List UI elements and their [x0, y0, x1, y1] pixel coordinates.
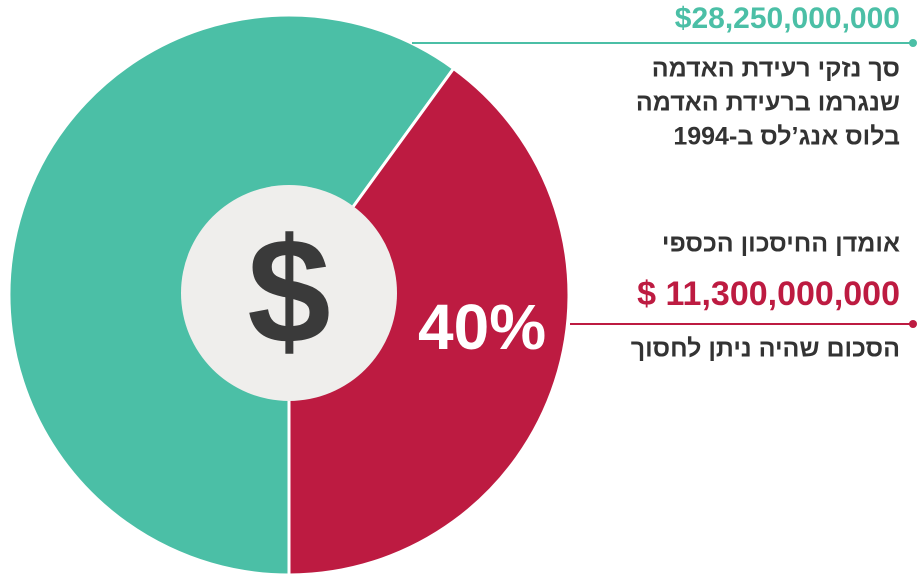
annotation-heading: אומדן החיסכון הכספי: [662, 230, 900, 258]
slice-label: 40%: [418, 291, 546, 363]
center-icon: $: [247, 207, 330, 375]
leader-dot: [909, 39, 917, 47]
annotation-text: סך נזקי רעידת האדמה: [652, 55, 900, 83]
annotation-text: שנגרמו ברעידת האדמה: [636, 89, 900, 117]
annotation-amount: $ 11,300,000,000: [637, 275, 900, 313]
leader-dot: [909, 320, 917, 328]
annotation-amount: $28,250,000,000: [675, 2, 900, 35]
center-circle: [181, 185, 397, 401]
annotation-text: בלוס אנג’לס ב-1994: [673, 123, 900, 151]
pie-slice: [287, 66, 571, 576]
annotation-text: הסכום שהיה ניתן לחסוך: [631, 335, 900, 363]
